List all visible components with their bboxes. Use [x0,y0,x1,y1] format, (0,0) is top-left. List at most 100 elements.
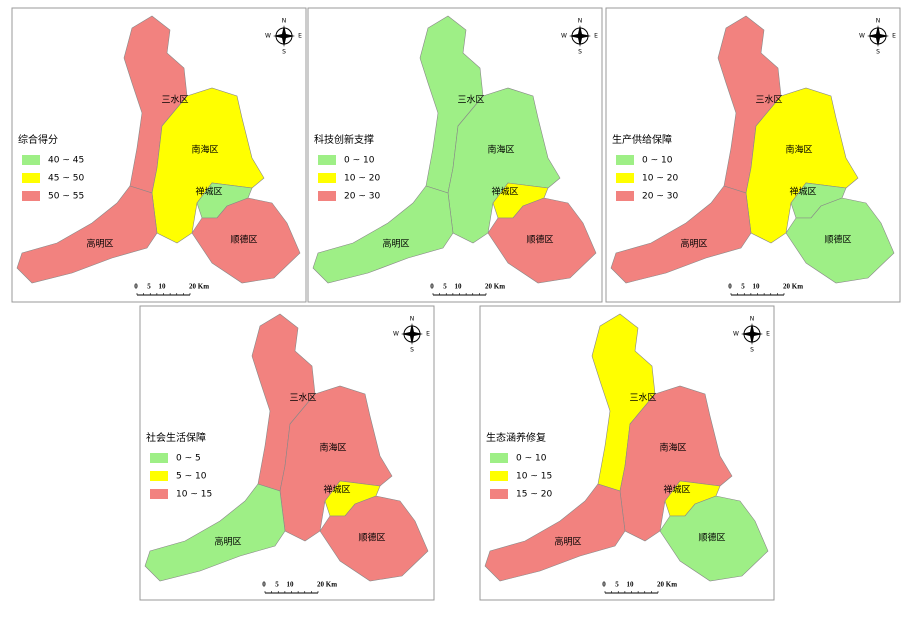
legend-label: 50 ~ 55 [48,192,84,202]
scale-label: 5 [443,283,447,291]
compass-label: W [393,331,399,338]
legend-label: 0 ~ 10 [642,156,673,166]
district [484,483,626,582]
district-label: 南海区 [785,144,812,156]
district-label: 禅城区 [491,186,518,198]
district-label: 南海区 [191,144,218,156]
district-label: 高明区 [554,536,581,548]
district [191,197,301,284]
district [312,185,454,284]
district-label: 顺德区 [358,532,385,544]
district [16,185,158,284]
scale-label: 20 Km [657,581,677,589]
district-label: 禅城区 [663,484,690,496]
scale-label: 0 [262,581,266,589]
compass-label: S [750,347,754,354]
compass-label: E [766,331,770,338]
compass-label: N [750,316,755,323]
legend-swatch [318,173,336,183]
district-label: 高明区 [86,238,113,250]
legend-title: 科技创新支撑 [314,133,374,146]
district-label: 禅城区 [789,186,816,198]
legend-swatch [616,191,634,201]
legend-swatch [22,173,40,183]
legend-title: 生产供给保障 [612,133,672,146]
district-label: 顺德区 [526,234,553,246]
district-label: 三水区 [457,94,484,106]
district-label: 三水区 [161,94,188,106]
scale-label: 20 Km [783,283,803,291]
legend-label: 40 ~ 45 [48,156,84,166]
scale-label: 5 [275,581,279,589]
legend-label: 0 ~ 10 [516,454,547,464]
legend-swatch [318,155,336,165]
compass-label: W [561,33,567,40]
compass-star [867,25,889,47]
district-label: 顺德区 [824,234,851,246]
legend-label: 20 ~ 30 [642,192,678,202]
district-label: 高明区 [214,536,241,548]
district [319,495,429,582]
compass-star [401,323,423,345]
district-label: 南海区 [659,442,686,454]
scale-label: 20 Km [485,283,505,291]
legend-swatch [150,471,168,481]
scale-label: 10 [627,581,635,589]
district [487,197,597,284]
legend-label: 15 ~ 20 [516,490,552,500]
scale-label: 10 [753,283,761,291]
legend-label: 5 ~ 10 [176,472,207,482]
compass-label: S [578,49,582,56]
compass-label: N [876,18,881,25]
legend-label: 10 ~ 15 [176,490,212,500]
compass-label: E [892,33,896,40]
legend-label: 10 ~ 20 [344,174,380,184]
compass-label: E [298,33,302,40]
scale-label: 5 [615,581,619,589]
compass-label: S [410,347,414,354]
compass-star [741,323,763,345]
scale-label: 10 [455,283,463,291]
legend-title: 生态涵养修复 [486,431,546,444]
legend-label: 45 ~ 50 [48,174,84,184]
legend-swatch [318,191,336,201]
compass-label: E [594,33,598,40]
compass-label: E [426,331,430,338]
compass-label: W [859,33,865,40]
legend-label: 10 ~ 20 [642,174,678,184]
legend-swatch [490,453,508,463]
legend-label: 0 ~ 5 [176,454,201,464]
district-label: 三水区 [755,94,782,106]
scale-label: 5 [741,283,745,291]
compass-star [569,25,591,47]
compass-star [273,25,295,47]
district-label: 禅城区 [195,186,222,198]
scale-label: 0 [134,283,138,291]
district [659,495,769,582]
compass-label: S [876,49,880,56]
compass-label: N [410,316,415,323]
district-label: 南海区 [319,442,346,454]
legend-swatch [616,173,634,183]
compass-label: S [282,49,286,56]
district-label: 顺德区 [230,234,257,246]
compass-label: N [578,18,583,25]
compass-label: W [733,331,739,338]
district-label: 顺德区 [698,532,725,544]
district-label: 三水区 [629,392,656,404]
scale-label: 10 [287,581,295,589]
district [144,483,286,582]
legend-label: 20 ~ 30 [344,192,380,202]
district-label: 高明区 [382,238,409,250]
legend-swatch [22,191,40,201]
legend-swatch [22,155,40,165]
legend-title: 社会生活保障 [146,431,206,444]
scale-label: 0 [602,581,606,589]
district-label: 三水区 [289,392,316,404]
district-label: 禅城区 [323,484,350,496]
